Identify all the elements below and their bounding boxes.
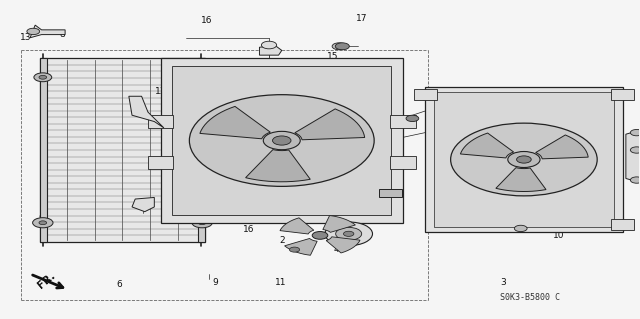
- Circle shape: [192, 218, 212, 228]
- Text: 1: 1: [387, 198, 393, 207]
- Circle shape: [163, 85, 175, 91]
- Text: 16: 16: [201, 17, 212, 26]
- Circle shape: [33, 218, 53, 228]
- Circle shape: [189, 95, 374, 186]
- Text: 13: 13: [155, 87, 166, 96]
- Text: 7: 7: [218, 144, 224, 153]
- Circle shape: [325, 222, 372, 246]
- Text: 16: 16: [243, 225, 254, 234]
- FancyBboxPatch shape: [148, 115, 173, 128]
- Text: 10: 10: [553, 231, 564, 240]
- Circle shape: [312, 232, 328, 239]
- Polygon shape: [496, 168, 546, 191]
- Text: 15: 15: [327, 52, 339, 61]
- Polygon shape: [200, 107, 270, 139]
- FancyBboxPatch shape: [611, 219, 634, 230]
- Bar: [425, 87, 623, 232]
- FancyBboxPatch shape: [148, 156, 173, 169]
- Text: 14: 14: [550, 133, 561, 142]
- Text: 5: 5: [591, 175, 597, 185]
- Text: 3: 3: [500, 278, 506, 287]
- Circle shape: [630, 147, 640, 153]
- Circle shape: [508, 152, 540, 167]
- Text: 18: 18: [225, 111, 237, 120]
- Bar: [40, 58, 47, 242]
- Text: 16: 16: [243, 198, 254, 207]
- Polygon shape: [132, 197, 154, 212]
- Polygon shape: [285, 239, 317, 255]
- Text: FR.: FR.: [35, 271, 56, 291]
- Text: 10: 10: [466, 98, 477, 107]
- Circle shape: [27, 28, 40, 34]
- Text: 8: 8: [59, 30, 65, 39]
- Polygon shape: [280, 218, 314, 234]
- Circle shape: [451, 123, 597, 196]
- Circle shape: [344, 231, 354, 236]
- Polygon shape: [295, 109, 365, 140]
- Text: 11: 11: [275, 278, 286, 287]
- Text: 14: 14: [351, 59, 363, 68]
- FancyBboxPatch shape: [413, 89, 436, 100]
- Bar: [434, 93, 614, 226]
- Text: 17: 17: [356, 14, 367, 23]
- Text: 7: 7: [38, 74, 44, 83]
- Circle shape: [406, 115, 419, 122]
- Polygon shape: [323, 216, 355, 232]
- Polygon shape: [536, 135, 588, 159]
- Circle shape: [630, 130, 640, 136]
- Circle shape: [289, 247, 300, 252]
- Bar: [198, 58, 205, 242]
- Polygon shape: [626, 128, 640, 185]
- Text: 9: 9: [38, 213, 44, 222]
- Polygon shape: [259, 46, 282, 55]
- Circle shape: [515, 225, 527, 232]
- Text: 9: 9: [212, 278, 218, 287]
- Circle shape: [630, 177, 640, 183]
- Text: 4: 4: [333, 245, 339, 254]
- Circle shape: [39, 221, 47, 225]
- Polygon shape: [246, 150, 310, 182]
- Circle shape: [34, 73, 52, 82]
- FancyBboxPatch shape: [390, 115, 415, 128]
- Text: 13: 13: [20, 33, 31, 42]
- Circle shape: [198, 221, 206, 225]
- FancyBboxPatch shape: [390, 156, 415, 169]
- Circle shape: [516, 156, 531, 163]
- Polygon shape: [326, 237, 360, 253]
- Polygon shape: [129, 96, 164, 128]
- Circle shape: [335, 227, 362, 240]
- Polygon shape: [167, 82, 199, 93]
- Polygon shape: [460, 133, 514, 158]
- FancyBboxPatch shape: [611, 89, 634, 100]
- FancyBboxPatch shape: [379, 189, 401, 197]
- Circle shape: [332, 43, 346, 50]
- Circle shape: [263, 131, 300, 150]
- Bar: [172, 66, 392, 215]
- Circle shape: [261, 41, 276, 49]
- Text: S0K3-B5800 C: S0K3-B5800 C: [500, 293, 560, 301]
- Circle shape: [335, 43, 349, 50]
- Text: 6: 6: [116, 280, 122, 289]
- Bar: [40, 58, 205, 242]
- Text: 2: 2: [279, 236, 285, 245]
- Polygon shape: [30, 25, 65, 38]
- Circle shape: [39, 75, 47, 79]
- Circle shape: [198, 75, 206, 79]
- Text: 10: 10: [454, 87, 466, 96]
- Text: 12: 12: [321, 217, 332, 226]
- Text: 8: 8: [170, 81, 175, 90]
- Circle shape: [273, 136, 291, 145]
- Circle shape: [193, 73, 211, 82]
- Bar: [161, 58, 403, 223]
